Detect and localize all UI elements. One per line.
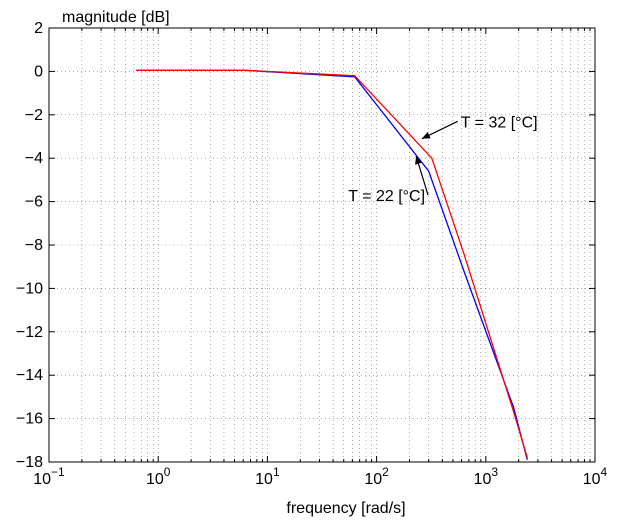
y-tick-label: −4 (25, 150, 43, 167)
annotations: T = 32 [°C] T = 22 [°C] (348, 114, 537, 205)
y-axis-label: magnitude [dB] (62, 9, 170, 26)
y-tick-label: −6 (25, 194, 43, 211)
y-tick-label: −2 (25, 107, 43, 124)
series-lines (136, 69, 528, 460)
x-tick-label: 103 (474, 465, 499, 488)
arrow-head-2 (415, 156, 422, 165)
x-axis-label: frequency [rad/s] (286, 500, 405, 517)
x-tick-label: 101 (255, 465, 280, 488)
x-tick-label: 102 (364, 465, 389, 488)
annotation-label-2: T = 22 [°C] (348, 188, 425, 205)
grid (49, 28, 595, 462)
series-line-2 (136, 69, 528, 458)
x-tick-label: 100 (146, 465, 171, 488)
y-tick-label: −16 (16, 411, 43, 428)
y-tick-label: −8 (25, 237, 43, 254)
y-tick-label: −12 (16, 324, 43, 341)
x-tick-label: 104 (583, 465, 608, 488)
y-tick-label: −10 (16, 280, 43, 297)
y-tick-label: 0 (34, 63, 43, 80)
y-tick-label: −14 (16, 367, 43, 384)
annotation-label-1: T = 32 [°C] (461, 114, 538, 131)
y-tick-label: 2 (34, 20, 43, 37)
ticks: 10−1 100 101 102 103 104 2 0 −2 −4 −6 −8 −10 −12 −14 −1… (16, 20, 608, 488)
y-tick-label: −18 (16, 454, 43, 471)
x-tick-label: 10−1 (33, 465, 65, 488)
arrow-head-1 (421, 132, 431, 139)
